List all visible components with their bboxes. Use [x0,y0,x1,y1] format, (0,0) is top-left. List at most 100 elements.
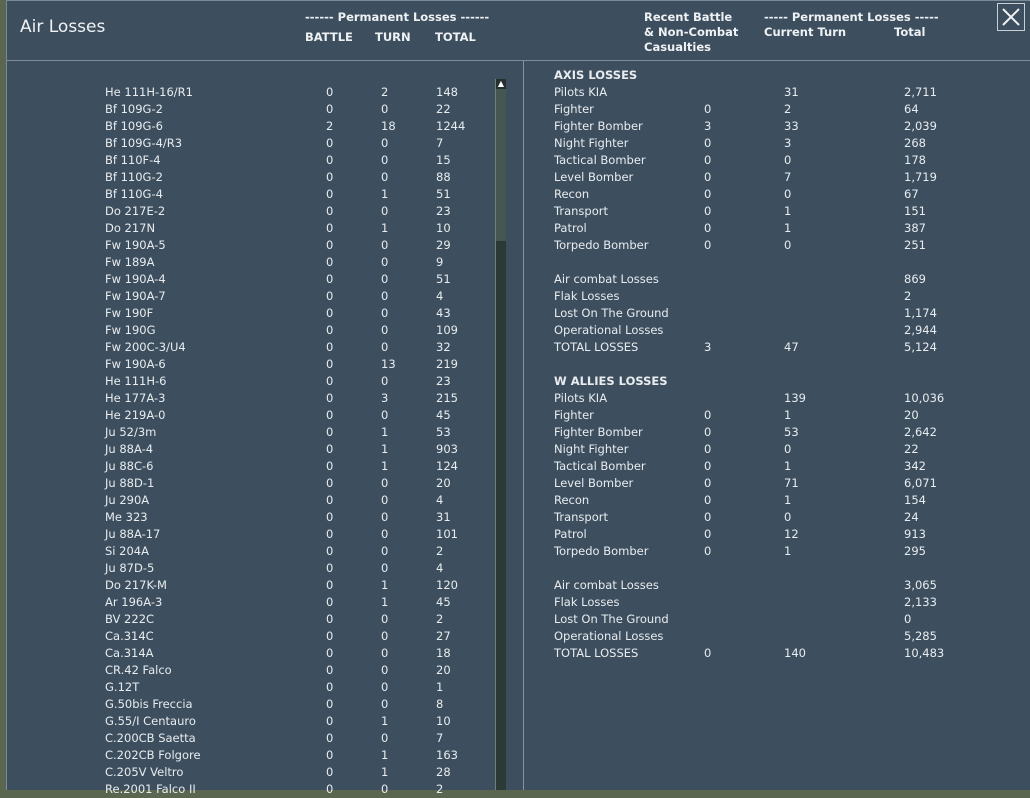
table-row[interactable]: Si 204A 0 0 2 [7,543,487,560]
table-row[interactable]: Ju 52/3m 0 1 53 [7,424,487,441]
summary-row: Fighter 0 2 64 [7,101,1007,118]
scrollbar[interactable]: ▲ [495,79,506,790]
table-row[interactable]: Bf 109G-2 0 0 22 [7,101,487,118]
battle-value: 0 [326,646,334,660]
summary-row: Fighter Bomber 3 33 2,039 [7,118,1007,135]
table-row[interactable]: He 177A-3 0 3 215 [7,390,487,407]
table-row[interactable]: He 111H-16/R1 0 2 148 [7,84,487,101]
turn-value: 0 [381,340,389,354]
recent-header-3: Casualties [644,40,712,54]
table-row[interactable]: Fw 190G 0 0 109 [7,322,487,339]
total-value: 1 [436,680,444,694]
aircraft-name: He 111H-6 [105,374,167,388]
table-row[interactable]: Fw 189A 0 0 9 [7,254,487,271]
turn-value: 0 [381,323,389,337]
recent-value: 0 [704,476,712,490]
table-row[interactable]: Bf 110F-4 0 0 15 [7,152,487,169]
aircraft-name: Bf 109G-4/R3 [105,136,183,150]
category-label: TOTAL LOSSES [554,340,639,354]
battle-value: 0 [326,408,334,422]
table-row[interactable]: BV 222C 0 0 2 [7,611,487,628]
total-value: 15 [436,153,451,167]
category-label: Fighter [554,408,594,422]
table-row[interactable]: C.200CB Saetta 0 0 7 [7,730,487,747]
table-row[interactable]: G.55/I Centauro 0 1 10 [7,713,487,730]
table-row[interactable]: Bf 109G-6 2 18 1244 [7,118,487,135]
table-row[interactable]: G.12T 0 0 1 [7,679,487,696]
close-button[interactable] [997,3,1025,31]
current-turn-value: 1 [784,459,792,473]
total-value: 2,133 [904,595,937,609]
summary-row: Night Fighter 0 3 268 [7,135,1007,152]
table-row[interactable]: Ju 88D-1 0 0 20 [7,475,487,492]
total-value: 2,642 [904,425,937,439]
aircraft-name: He 177A-3 [105,391,166,405]
table-row[interactable]: Fw 190A-5 0 0 29 [7,237,487,254]
turn-value: 0 [381,408,389,422]
aircraft-name: Do 217N [105,221,156,235]
summary-row [7,254,1007,271]
table-row[interactable]: Bf 110G-4 0 1 51 [7,186,487,203]
table-row[interactable]: C.205V Veltro 0 1 28 [7,764,487,781]
table-row[interactable]: Ju 88C-6 0 1 124 [7,458,487,475]
total-value: 28 [436,765,451,779]
table-row[interactable]: He 111H-6 0 0 23 [7,373,487,390]
table-row[interactable]: Ju 87D-5 0 0 4 [7,560,487,577]
current-turn-value: 71 [784,476,799,490]
table-row[interactable]: Bf 110G-2 0 0 88 [7,169,487,186]
table-row[interactable]: Ju 88A-17 0 0 101 [7,526,487,543]
current-turn-value: 1 [784,408,792,422]
table-row[interactable]: Fw 190A-7 0 0 4 [7,288,487,305]
battle-value: 0 [326,170,334,184]
current-turn-value: 0 [784,238,792,252]
table-row[interactable]: Do 217N 0 1 10 [7,220,487,237]
total-value: 215 [436,391,458,405]
left-group-header: ------ Permanent Losses ------ [305,10,490,24]
table-row[interactable]: Ca.314A 0 0 18 [7,645,487,662]
summary-row: TOTAL LOSSES 0 140 10,483 [7,645,1007,662]
category-label: Air combat Losses [554,272,659,286]
turn-value: 0 [381,697,389,711]
table-row[interactable]: Ar 196A-3 0 1 45 [7,594,487,611]
total-value: 10 [436,221,451,235]
category-label: Flak Losses [554,595,620,609]
table-row[interactable]: Ju 88A-4 0 1 903 [7,441,487,458]
battle-value: 0 [326,85,334,99]
table-row[interactable]: Ju 290A 0 0 4 [7,492,487,509]
table-row[interactable]: Bf 109G-4/R3 0 0 7 [7,135,487,152]
table-row[interactable]: Fw 190F 0 0 43 [7,305,487,322]
battle-value: 0 [326,765,334,779]
table-row[interactable]: Ca.314C 0 0 27 [7,628,487,645]
table-row[interactable]: Me 323 0 0 31 [7,509,487,526]
table-row[interactable]: Do 217K-M 0 1 120 [7,577,487,594]
battle-value: 0 [326,731,334,745]
table-row[interactable]: Fw 190A-4 0 0 51 [7,271,487,288]
battle-value: 0 [326,238,334,252]
table-row[interactable]: CR.42 Falco 0 0 20 [7,662,487,679]
category-label: Level Bomber [554,476,634,490]
total-value: 178 [904,153,926,167]
table-row[interactable]: Fw 190A-6 0 13 219 [7,356,487,373]
summary-row: Lost On The Ground 0 [7,611,1007,628]
table-row[interactable]: Re.2001 Falco II 0 0 2 [7,781,487,798]
close-icon [1002,8,1020,26]
current-turn-value: 1 [784,204,792,218]
scrollbar-thumb[interactable] [496,89,506,241]
turn-value: 0 [381,510,389,524]
battle-value: 0 [326,204,334,218]
battle-value: 0 [326,595,334,609]
table-row[interactable]: C.202CB Folgore 0 1 163 [7,747,487,764]
category-label: Transport [554,204,608,218]
category-label: Pilots KIA [554,391,608,405]
air-losses-window: Air Losses ------ Permanent Losses -----… [6,0,1030,796]
aircraft-name: Fw 190A-5 [105,238,166,252]
table-row[interactable]: G.50bis Freccia 0 0 8 [7,696,487,713]
table-row[interactable]: He 219A-0 0 0 45 [7,407,487,424]
recent-value: 0 [704,493,712,507]
aircraft-name: Fw 190A-4 [105,272,166,286]
table-row[interactable]: Do 217E-2 0 0 23 [7,203,487,220]
table-row[interactable]: Fw 200C-3/U4 0 0 32 [7,339,487,356]
total-value: 903 [436,442,458,456]
scroll-up-button[interactable]: ▲ [496,79,506,89]
battle-value: 0 [326,476,334,490]
